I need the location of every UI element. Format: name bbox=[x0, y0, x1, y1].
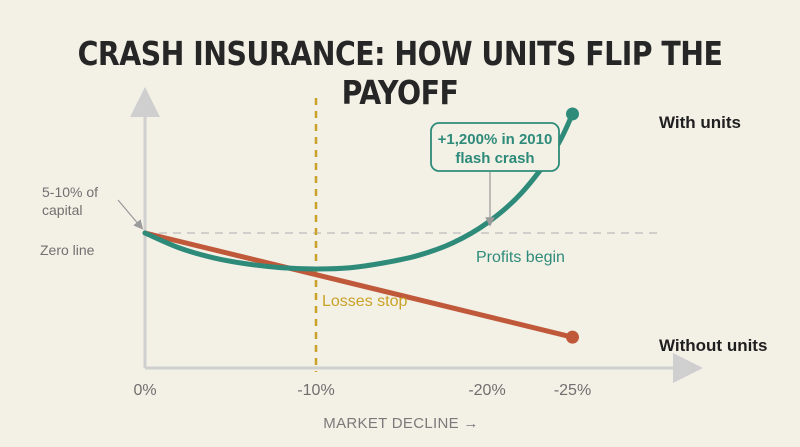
losses-stop-label: Losses stop bbox=[322, 293, 407, 310]
cost-label-line2: capital bbox=[42, 202, 82, 218]
callout-line2: flash crash bbox=[455, 150, 534, 167]
cost-label-pointer bbox=[117, 199, 144, 230]
legend-without-units: Without units bbox=[659, 336, 767, 355]
x-tick-label: -20% bbox=[468, 382, 505, 399]
series-line-with-units bbox=[142, 111, 575, 272]
without-units-endpoint bbox=[566, 330, 579, 344]
x-tick-label: -25% bbox=[554, 382, 591, 399]
callout-box bbox=[430, 122, 560, 172]
x-tick-label: 0% bbox=[133, 382, 156, 399]
cost-label-line1: 5-10% of bbox=[42, 184, 98, 200]
callout-line1: +1,200% in 2010 bbox=[438, 131, 553, 148]
legend-with-units: With units bbox=[659, 113, 741, 132]
chart-title: CRASH INSURANCE: HOW UNITS FLIP THE PAYO… bbox=[77, 34, 723, 112]
zero-line-label: Zero line bbox=[40, 242, 95, 258]
series-line-without-units bbox=[142, 230, 575, 340]
x-tick-label: -10% bbox=[297, 382, 334, 399]
x-axis-title: MARKET DECLINE → bbox=[323, 415, 478, 432]
with-units-endpoint bbox=[566, 107, 579, 121]
profits-begin-label: Profits begin bbox=[476, 249, 565, 266]
